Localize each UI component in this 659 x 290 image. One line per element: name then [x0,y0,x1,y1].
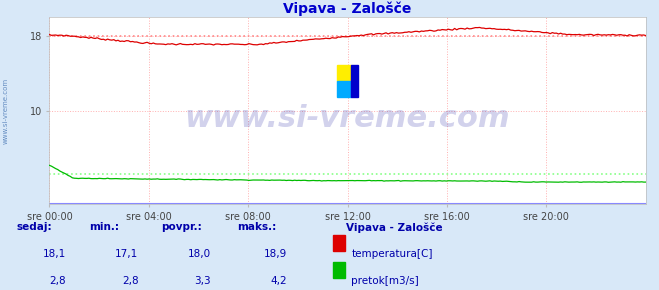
Text: min.:: min.: [89,222,119,232]
Text: 3,3: 3,3 [194,276,211,286]
Bar [333,262,345,278]
Text: www.si-vreme.com: www.si-vreme.com [185,104,511,133]
FancyBboxPatch shape [337,65,351,81]
Text: maks.:: maks.: [237,222,277,232]
Text: pretok[m3/s]: pretok[m3/s] [351,276,419,286]
Text: 18,1: 18,1 [43,249,66,259]
Text: 2,8: 2,8 [49,276,66,286]
Text: 18,0: 18,0 [188,249,211,259]
Text: www.si-vreme.com: www.si-vreme.com [2,78,9,144]
Text: 17,1: 17,1 [115,249,138,259]
FancyBboxPatch shape [351,65,358,97]
Text: 18,9: 18,9 [264,249,287,259]
Bar [333,235,345,251]
Text: povpr.:: povpr.: [161,222,202,232]
Text: temperatura[C]: temperatura[C] [351,249,433,259]
Title: Vipava - Zalošče: Vipava - Zalošče [283,2,412,16]
Text: sedaj:: sedaj: [16,222,52,232]
Text: 2,8: 2,8 [122,276,138,286]
FancyBboxPatch shape [337,81,351,97]
Text: 4,2: 4,2 [270,276,287,286]
Text: Vipava - Zalošče: Vipava - Zalošče [346,222,443,233]
